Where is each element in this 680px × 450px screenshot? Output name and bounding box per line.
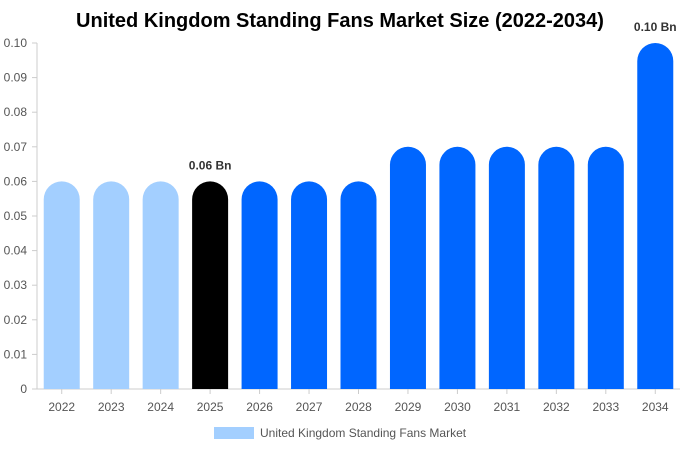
x-tick-label: 2030 (444, 400, 471, 414)
x-tick-label: 2025 (197, 400, 224, 414)
chart-title: United Kingdom Standing Fans Market Size… (76, 10, 604, 32)
bar-2032[interactable] (538, 146, 575, 389)
legend[interactable]: United Kingdom Standing Fans Market (214, 426, 467, 440)
bar-2029[interactable] (389, 146, 426, 389)
y-tick-label: 0.07 (4, 140, 28, 154)
x-tick-label: 2033 (592, 400, 619, 414)
bar-2023[interactable] (93, 181, 130, 389)
y-tick-label: 0.03 (4, 278, 28, 292)
x-tick-label: 2022 (48, 400, 75, 414)
x-tick-label: 2024 (147, 400, 174, 414)
x-tick-label: 2029 (395, 400, 422, 414)
legend-label: United Kingdom Standing Fans Market (260, 426, 467, 440)
x-tick-label: 2032 (543, 400, 570, 414)
y-tick-label: 0.01 (4, 347, 28, 361)
x-tick-label: 2034 (642, 400, 669, 414)
bar-2033[interactable] (587, 146, 624, 389)
x-tick-label: 2027 (296, 400, 323, 414)
bar-2022[interactable] (43, 181, 80, 389)
y-tick-label: 0.06 (4, 174, 28, 188)
x-tick-label: 2031 (494, 400, 521, 414)
y-tick-label: 0.02 (4, 313, 28, 327)
y-tick-label: 0.04 (4, 244, 28, 258)
bar-2026[interactable] (241, 181, 278, 389)
x-axis: 2022 2023 2024 2025 2026 2027 2028 2029 2030 2031… (37, 388, 680, 414)
y-tick-label: 0.08 (4, 105, 28, 119)
bars (43, 43, 674, 389)
y-axis: 0 0.01 0.02 0.03 0.04 0.05 0.06 0.07 0.08 0.09 0.1… (4, 36, 38, 396)
data-label-2025: 0.06 Bn (189, 158, 232, 172)
bar-2027[interactable] (291, 181, 328, 389)
bar-2025[interactable] (192, 181, 229, 389)
y-tick-label: 0.05 (4, 209, 28, 223)
bar-2034[interactable] (637, 43, 674, 389)
y-tick-label: 0.10 (4, 36, 28, 50)
x-tick-label: 2028 (345, 400, 372, 414)
legend-swatch (214, 427, 254, 439)
bar-2031[interactable] (488, 146, 525, 389)
bar-2028[interactable] (340, 181, 377, 389)
data-labels: 0.06 Bn 0.10 Bn (189, 20, 677, 172)
data-label-2034: 0.10 Bn (634, 20, 677, 34)
y-tick-label: 0.09 (4, 71, 28, 85)
x-tick-label: 2026 (246, 400, 273, 414)
y-tick-label: 0 (20, 382, 27, 396)
x-tick-label: 2023 (98, 400, 125, 414)
bar-2024[interactable] (142, 181, 179, 389)
bar-2030[interactable] (439, 146, 476, 389)
